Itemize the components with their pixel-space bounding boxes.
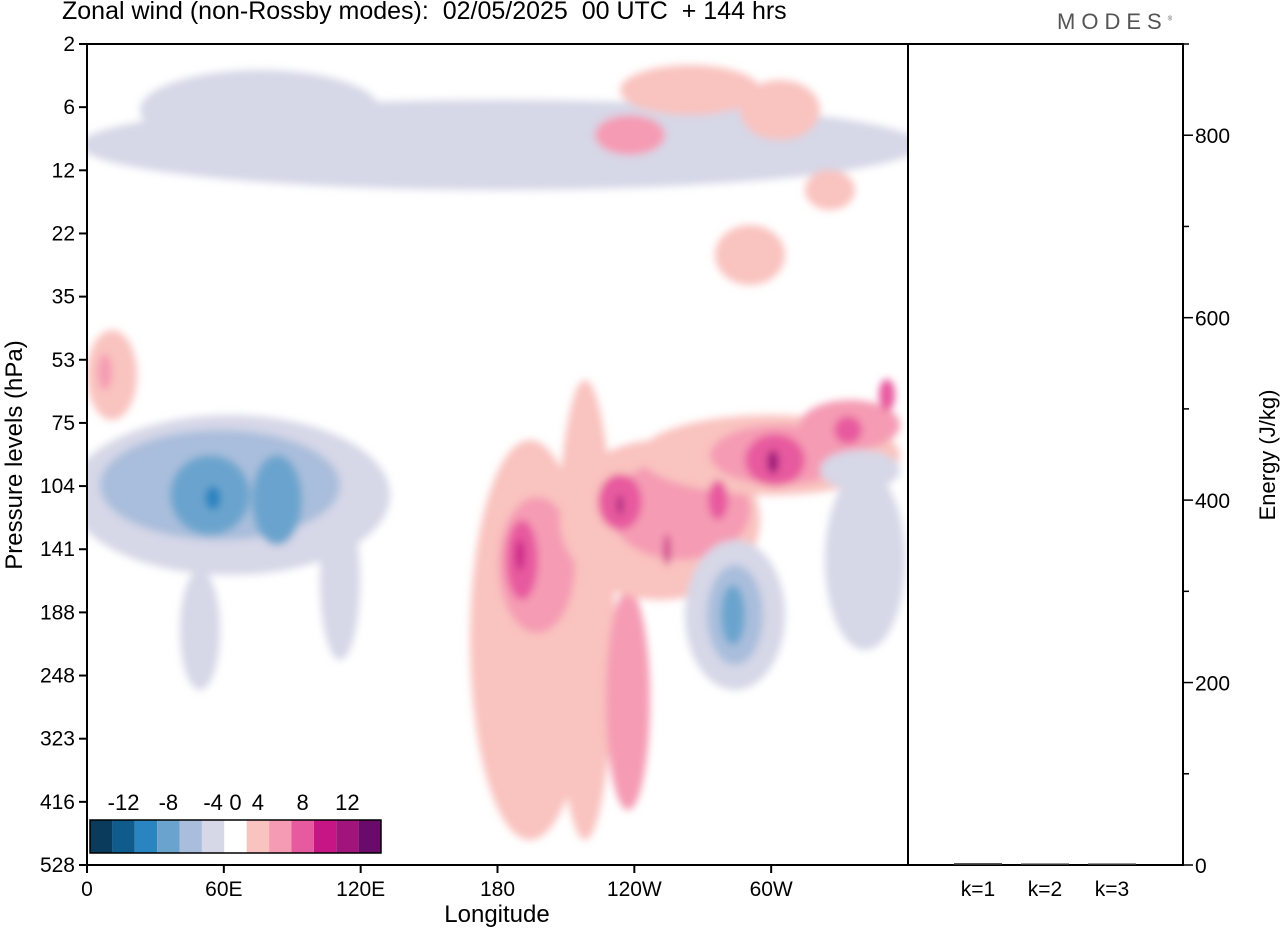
- y-tick-label: 141: [40, 538, 75, 561]
- energy-tick-label: 0: [1195, 855, 1207, 878]
- y-tick-label: 12: [52, 159, 75, 182]
- colorbar-label: 0: [229, 790, 241, 815]
- feature-marker: [770, 463, 772, 465]
- y-tick-label: 323: [40, 728, 75, 751]
- colorbar-swatch: [157, 820, 180, 853]
- colorbar-label: 12: [335, 790, 359, 815]
- feature-marker: [617, 511, 619, 513]
- y-axis-title: Pressure levels (hPa): [1, 340, 28, 569]
- colorbar-label: -4: [203, 790, 223, 815]
- feature-marker: [848, 446, 850, 448]
- modes-logo: MODES®: [1057, 9, 1173, 34]
- colorbar-swatch: [313, 820, 337, 853]
- y-tick-label: 75: [52, 412, 75, 435]
- y-tick-label: 416: [40, 791, 75, 814]
- energy-category-label: k=1: [961, 878, 995, 901]
- energy-frame: [907, 43, 1184, 866]
- feature-marker: [261, 511, 263, 513]
- x-axis: 0 60E 120E 180 120W 60W: [81, 865, 793, 901]
- colorbar-swatch: [246, 820, 270, 853]
- y-tick-label: 248: [40, 665, 75, 688]
- colorbar-swatch: [269, 820, 292, 853]
- y-tick-label: 2: [63, 33, 75, 56]
- x-axis-title: Longitude: [444, 901, 549, 928]
- energy-bar: [1021, 863, 1069, 865]
- y-tick-label: 528: [40, 854, 75, 877]
- colorbar-swatch: [90, 820, 113, 853]
- y-tick-label: 188: [40, 601, 75, 624]
- energy-panel: 0 200 400 600 800 k=1 k=2 k=3: [907, 43, 1230, 901]
- colorbar-label: -8: [159, 790, 179, 815]
- field-shading: [87, 65, 908, 840]
- x-tick-label: 60E: [205, 878, 242, 901]
- x-tick-label: 60W: [750, 878, 793, 901]
- feature-marker: [526, 548, 528, 550]
- colorbar-swatch: [112, 820, 135, 853]
- colorbar-label: -12: [108, 790, 140, 815]
- energy-category-label: k=2: [1028, 878, 1062, 901]
- y-tick-label: 53: [52, 349, 75, 372]
- y-tick-label: 35: [52, 286, 75, 309]
- energy-axis-title: Energy (J/kg): [1255, 390, 1280, 521]
- colorbar-swatch: [336, 820, 359, 853]
- colorbar-label: 8: [297, 790, 309, 815]
- y-tick-label: 22: [52, 222, 75, 245]
- wind-field: [87, 65, 908, 840]
- energy-bar: [1088, 863, 1136, 865]
- x-tick-label: 120W: [607, 878, 662, 901]
- colorbar-label: 4: [252, 790, 264, 815]
- y-tick-label: 104: [40, 475, 75, 498]
- colorbar-swatch: [224, 820, 247, 853]
- energy-tick-label: 800: [1195, 125, 1230, 148]
- x-tick-label: 0: [81, 878, 93, 901]
- feature-marker: [102, 359, 104, 361]
- colorbar: -12 -8 -4 0 4 8 12: [89, 790, 382, 854]
- energy-tick-label: 600: [1195, 308, 1230, 331]
- energy-tick-label: 400: [1195, 490, 1230, 513]
- colorbar-swatch: [134, 820, 158, 853]
- colorbar-swatch: [291, 820, 314, 853]
- energy-category-label: k=3: [1095, 878, 1129, 901]
- logo-text: MODES: [1057, 9, 1168, 34]
- y-tick-label: 6: [63, 96, 75, 119]
- x-tick-label: 120E: [336, 878, 385, 901]
- colorbar-swatch: [179, 820, 202, 853]
- colorbar-swatch: [201, 820, 225, 853]
- colorbar-swatch: [358, 820, 381, 853]
- energy-bar: [954, 863, 1002, 865]
- energy-tick-label: 200: [1195, 673, 1230, 696]
- feature-marker: [200, 485, 202, 487]
- colorbar-frame: [89, 819, 382, 854]
- feature-marker: [731, 625, 733, 627]
- y-axis: 2 6 12 22 35 53 75 104 141 188 248 323 416 528: [40, 33, 87, 877]
- chart-title: Zonal wind (non-Rossby modes): 02/05/202…: [62, 0, 787, 25]
- x-tick-label: 180: [480, 878, 515, 901]
